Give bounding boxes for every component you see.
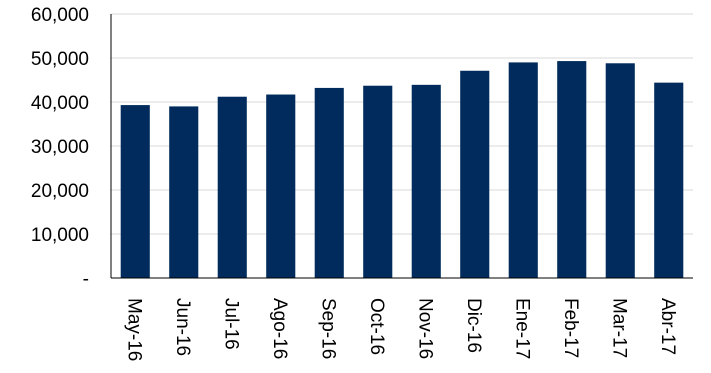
bar-jun-16 bbox=[169, 106, 199, 279]
bar-dic-16 bbox=[460, 70, 490, 278]
x-tick-label: Mar-17 bbox=[608, 298, 629, 358]
y-tick-label: 30,000 bbox=[31, 137, 89, 158]
x-tick-label: Sep-16 bbox=[317, 298, 338, 359]
x-axis-tick-labels: May-16 Jun-16 Jul-16 Ago-16 Sep-16 Oct-16 Nov-… bbox=[123, 298, 678, 361]
bar-feb-17 bbox=[557, 61, 587, 278]
bar-abr-17 bbox=[654, 82, 684, 278]
bar-mar-17 bbox=[605, 63, 635, 278]
x-tick-label: Ago-16 bbox=[269, 298, 290, 359]
bar-may-16 bbox=[120, 105, 150, 278]
y-axis-tick-labels: - 10,000 20,000 30,000 40,000 50,000 60,000 bbox=[31, 5, 89, 290]
x-tick-label: Feb-17 bbox=[560, 298, 581, 358]
x-tick-label: Jun-16 bbox=[172, 298, 193, 356]
y-tick-label: 20,000 bbox=[31, 181, 89, 202]
gridlines bbox=[111, 13, 693, 235]
y-tick-label: 40,000 bbox=[31, 93, 89, 114]
x-tick-label: Oct-16 bbox=[366, 298, 387, 355]
bar-ago-16 bbox=[266, 94, 296, 279]
bar-oct-16 bbox=[363, 85, 393, 278]
bar-sep-16 bbox=[314, 87, 344, 278]
x-tick-label: Abr-17 bbox=[657, 298, 678, 355]
bar-nov-16 bbox=[411, 84, 441, 278]
x-tick-label: Nov-16 bbox=[414, 298, 435, 359]
x-tick-label: Ene-17 bbox=[511, 298, 532, 359]
y-tick-label: 10,000 bbox=[31, 225, 89, 246]
bar-ene-17 bbox=[508, 62, 538, 279]
bar-jul-16 bbox=[217, 96, 247, 278]
x-tick-label: May-16 bbox=[123, 298, 144, 361]
x-tick-label: Dic-16 bbox=[463, 298, 484, 353]
bars bbox=[120, 61, 684, 279]
y-tick-label: 50,000 bbox=[31, 49, 89, 70]
y-tick-label: 60,000 bbox=[31, 5, 89, 26]
y-tick-label: - bbox=[83, 269, 89, 290]
x-tick-label: Jul-16 bbox=[220, 298, 241, 350]
